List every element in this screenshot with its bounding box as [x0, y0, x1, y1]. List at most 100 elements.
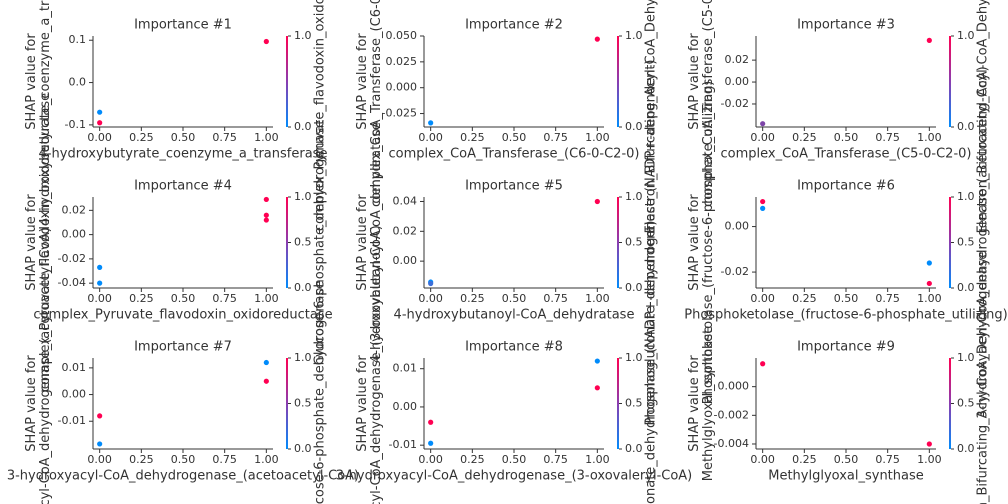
point — [97, 109, 103, 115]
y-tick-label: 0.050 — [386, 29, 418, 42]
x-tick-label: 0.00 — [418, 131, 443, 144]
x-tick-label: 1.00 — [585, 131, 610, 144]
subplot-title: Importance #4 — [134, 179, 232, 194]
x-tick-label: 0.50 — [502, 453, 527, 466]
point — [594, 385, 600, 391]
colorbar-tick-label: 0.5 — [957, 236, 975, 249]
x-tick-label: 0.50 — [171, 453, 196, 466]
point — [428, 120, 434, 126]
colorbar-tick-label: 1.0 — [625, 29, 643, 42]
x-axis-label: Methylglyoxal_synthase — [768, 469, 924, 484]
y-tick-label: 0.00 — [62, 388, 87, 401]
x-tick-label: 0.25 — [129, 131, 154, 144]
y-tick-label: 0.00 — [62, 228, 87, 241]
colorbar — [286, 197, 288, 288]
y-axis-label: SHAP value for3-hydroxyacyl-CoA_dehydrog… — [24, 227, 53, 504]
y-axis-label-line: SHAP value for — [24, 355, 39, 452]
colorbar-tick-label: 0.0 — [625, 281, 643, 294]
colorbar — [286, 358, 288, 449]
colorbar-label: Electron_Bifurcating_Acyl-CoA_Dehydrogen… — [976, 0, 991, 233]
subplot-title: Importance #3 — [797, 18, 895, 33]
colorbar-tick-label: 1.0 — [957, 190, 975, 203]
subplot-title: Importance #2 — [465, 18, 563, 33]
point — [428, 419, 434, 425]
subplot-title: Importance #5 — [465, 179, 563, 194]
x-tick-label: 1.00 — [585, 453, 610, 466]
y-axis-label: SHAP value forcomplex_Pyruvate_flavodoxi… — [24, 93, 53, 392]
colorbar-label: Glucose-6-phosphate_dehydrogenase — [313, 281, 328, 504]
x-tick-label: 0.00 — [87, 292, 112, 305]
x-tick-label: 1.00 — [917, 131, 942, 144]
colorbar-tick-label: 0.0 — [957, 442, 975, 455]
y-tick-label: -0.04 — [58, 276, 86, 289]
x-tick-label: 0.00 — [750, 292, 775, 305]
subplot: Importance #1 0.00 0.25 0.50 0.75 1.00 -0.1 0.0… — [24, 0, 328, 231]
x-axis-label: 3-hydroxyacyl-CoA_dehydrogenase_(3-oxova… — [336, 469, 693, 484]
x-tick-label: 1.00 — [917, 453, 942, 466]
x-tick-label: 0.75 — [543, 453, 568, 466]
y-tick-label: -0.02 — [721, 97, 749, 110]
x-tick-label: 0.25 — [129, 453, 154, 466]
y-axis-label-line: complex_CoA_Transferase_(C6-0-C2-0) — [369, 0, 384, 207]
x-tick-label: 0.50 — [834, 453, 859, 466]
colorbar-label: complex_Pyruvate_flavodoxin_oxidoreducta… — [313, 0, 328, 231]
subplot-title: Importance #1 — [134, 18, 232, 33]
colorbar-tick-label: 0.0 — [957, 281, 975, 294]
y-axis-label: SHAP value for3-hydroxyacyl-CoA_dehydrog… — [355, 225, 384, 504]
point — [760, 361, 766, 367]
subplot: Importance #80.00 0.25 0.50 0.75 1.00-0.010.… — [336, 221, 693, 504]
y-axis-label-line: SHAP value for — [355, 33, 370, 130]
x-tick-label: 0.50 — [171, 292, 196, 305]
x-tick-label: 0.75 — [543, 131, 568, 144]
subplot-title: Importance #9 — [797, 340, 895, 355]
colorbar-label: Electron_Bifurcating_Acyl-CoA_Dehydrogen… — [976, 252, 991, 504]
colorbar — [286, 36, 288, 127]
subplot-title: Importance #7 — [134, 340, 232, 355]
x-tick-label: 0.75 — [543, 292, 568, 305]
point — [594, 198, 600, 205]
y-axis-label-line: 3-hydroxyacyl-CoA_dehydrogenase_(acetoac… — [38, 227, 53, 504]
point — [263, 217, 269, 223]
y-axis-label-line: SHAP value for — [24, 194, 39, 291]
y-axis-label-line: SHAP value for — [355, 355, 370, 452]
x-tick-label: 0.25 — [792, 453, 817, 466]
y-tick-label: -0.1 — [65, 118, 86, 131]
colorbar-tick-label: 1.0 — [625, 190, 643, 203]
point — [428, 280, 434, 287]
x-tick-label: 0.50 — [502, 292, 527, 305]
y-tick-label: 0.00 — [393, 254, 418, 267]
x-tick-label: 0.25 — [129, 292, 154, 305]
colorbar-tick-label: 0.0 — [294, 120, 312, 133]
point — [926, 260, 932, 266]
subplot: Importance #5 0.00 0.25 0.50 0.75 1.00 0.00 0.0… — [355, 60, 659, 426]
x-tick-label: 0.25 — [460, 453, 485, 466]
point — [263, 212, 269, 218]
x-tick-label: 0.25 — [792, 131, 817, 144]
colorbar-tick-label: 0.5 — [625, 236, 643, 249]
subplot-title: Importance #8 — [465, 340, 563, 355]
colorbar-tick-label: 1.0 — [294, 29, 312, 42]
x-tick-label: 0.00 — [418, 453, 443, 466]
y-axis-label: SHAP value forcomplex_CoA_Transferase_(C… — [355, 0, 384, 207]
subplot: Importance #4 0.00 0.25 0.50 0.75 1.00 -0.04 -0… — [24, 93, 333, 392]
x-tick-label: 0.00 — [87, 453, 112, 466]
colorbar-label: Phosphogluconate_dehydrogenase_(NADP+-de… — [644, 221, 659, 504]
subplot-title: Importance #6 — [797, 179, 895, 194]
y-tick-label: 0.025 — [386, 55, 418, 68]
colorbar-tick-label: 1.0 — [957, 351, 975, 364]
colorbar-label: 3-hydroxyacyl-CoA_dehydrogenase_(acetoac… — [976, 66, 991, 418]
colorbar-tick-label: 0.5 — [294, 236, 312, 249]
x-tick-label: 0.25 — [792, 292, 817, 305]
y-tick-label: -0.004 — [714, 437, 749, 450]
x-tick-label: 1.00 — [585, 292, 610, 305]
y-tick-label: 0.000 — [386, 81, 418, 94]
x-tick-label: 0.50 — [171, 131, 196, 144]
colorbar-tick-label: 0.0 — [957, 120, 975, 133]
y-tick-label: 0.1 — [69, 33, 87, 46]
x-tick-label: 0.00 — [750, 131, 775, 144]
x-tick-label: 0.00 — [87, 131, 112, 144]
point — [97, 280, 103, 286]
point — [760, 205, 766, 211]
colorbar-label: Electron_Bifurcating_Acyl-CoA_Dehydrogen… — [644, 0, 659, 233]
